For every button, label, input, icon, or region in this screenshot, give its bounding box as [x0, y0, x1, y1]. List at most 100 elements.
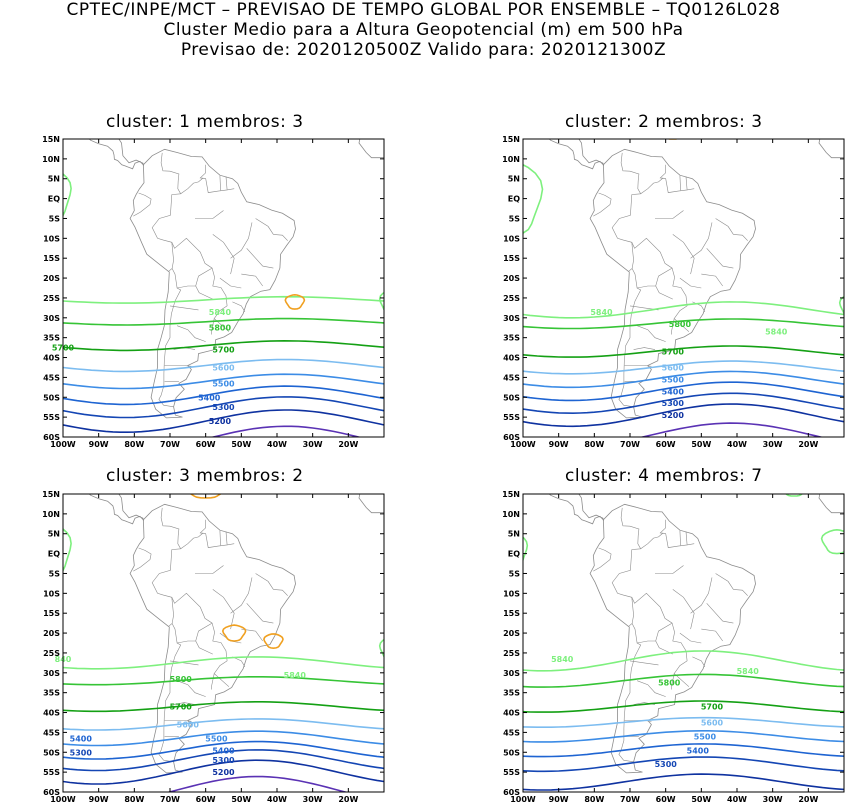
country-border — [230, 222, 253, 259]
country-border — [655, 285, 673, 300]
country-border — [133, 192, 152, 217]
country-border — [706, 248, 734, 269]
lon-label: 60W — [196, 795, 216, 803]
contour-line — [523, 392, 844, 415]
contour-line — [166, 775, 349, 792]
country-border — [232, 656, 246, 667]
country-border — [624, 365, 652, 367]
coastline — [548, 494, 605, 525]
country-border — [679, 277, 702, 289]
lat-label: 55S — [503, 413, 520, 422]
figure-header: CPTEC/INPE/MCT – PREVISAO DE TEMPO GLOBA… — [0, 0, 847, 60]
contour-label: 5800 — [209, 324, 232, 333]
contour-line — [63, 358, 384, 373]
lon-label: 50W — [691, 440, 711, 449]
lat-label: 5S — [49, 569, 61, 578]
contour-line — [63, 730, 384, 747]
header-line-2: Cluster Medio para a Altura Geopotencial… — [163, 20, 684, 40]
contour-label: 5840 — [209, 308, 232, 317]
contour-line — [523, 301, 844, 319]
country-border — [169, 660, 199, 666]
contour-label: 5600 — [177, 721, 200, 730]
coastline — [358, 494, 384, 514]
coastline — [589, 503, 756, 774]
lat-label: 15S — [503, 254, 520, 263]
lat-label: 5S — [509, 569, 521, 578]
country-border — [168, 597, 174, 627]
contour-label: 5200 — [662, 411, 685, 420]
contour-label: 5300 — [212, 756, 235, 765]
country-border — [593, 547, 612, 572]
country-border — [637, 622, 673, 644]
contour-line — [523, 716, 844, 728]
lon-label: 100W — [50, 795, 76, 803]
lat-label: 5S — [509, 214, 521, 223]
coastline — [129, 148, 296, 419]
country-border — [618, 268, 642, 408]
lon-label: 90W — [89, 795, 109, 803]
lat-label: 60S — [503, 433, 520, 442]
lat-label: 5N — [508, 530, 520, 539]
lon-label: 70W — [620, 795, 640, 803]
country-border — [219, 175, 221, 191]
contour-line — [523, 318, 844, 330]
lat-label: 25S — [43, 649, 60, 658]
lat-label: 35S — [503, 334, 520, 343]
country-border — [219, 632, 242, 644]
contour-line — [63, 295, 384, 304]
contour-loop — [838, 295, 844, 316]
country-border — [593, 192, 612, 217]
lon-label: 100W — [510, 440, 536, 449]
lat-label: 20S — [503, 274, 520, 283]
lat-label: 45S — [503, 373, 520, 382]
contour-label: 5500 — [212, 379, 235, 388]
country-border — [255, 573, 274, 590]
lat-label: 15S — [43, 609, 60, 618]
country-border — [640, 532, 664, 550]
coastline — [358, 139, 384, 159]
panel-title-4: cluster: 4 membros: 7 — [565, 466, 763, 486]
lon-label: 20W — [798, 440, 818, 449]
coastline — [129, 503, 296, 774]
coastline — [88, 139, 145, 170]
lat-label: 60S — [503, 788, 520, 797]
country-border — [659, 164, 695, 193]
country-border — [636, 680, 666, 697]
country-border — [230, 577, 253, 614]
country-border — [180, 532, 204, 550]
contour-label: 5800 — [669, 320, 692, 329]
lat-label: 55S — [43, 768, 60, 777]
lon-label: 30W — [763, 440, 783, 449]
country-border — [685, 176, 688, 190]
lat-label: 55S — [503, 768, 520, 777]
contour-line — [210, 425, 362, 437]
contour-label: 5400 — [212, 746, 235, 755]
contour-label: 5200 — [209, 417, 232, 426]
country-border — [685, 531, 688, 545]
contour-loop — [378, 291, 384, 312]
lat-label: 10N — [42, 510, 60, 519]
country-border — [173, 702, 196, 705]
country-border — [706, 603, 734, 624]
country-border — [177, 267, 213, 289]
country-border — [177, 622, 213, 644]
lat-label: 35S — [503, 689, 520, 698]
country-border — [219, 530, 221, 546]
country-border — [151, 193, 230, 332]
lat-label: 50S — [503, 393, 520, 402]
lon-label: 70W — [160, 440, 180, 449]
coastline — [88, 494, 145, 525]
contour-line — [63, 409, 384, 433]
lon-label: 70W — [620, 440, 640, 449]
lat-label: 15S — [503, 609, 520, 618]
lat-label: 15N — [42, 135, 60, 144]
lat-label: 10S — [43, 234, 60, 243]
contour-label: 5600 — [212, 364, 235, 373]
contour-label: 5600 — [662, 364, 685, 373]
lon-label: 40W — [267, 795, 287, 803]
contour-line — [523, 370, 844, 389]
country-border — [715, 218, 734, 235]
lon-label: 90W — [549, 440, 569, 449]
country-border — [180, 177, 204, 195]
